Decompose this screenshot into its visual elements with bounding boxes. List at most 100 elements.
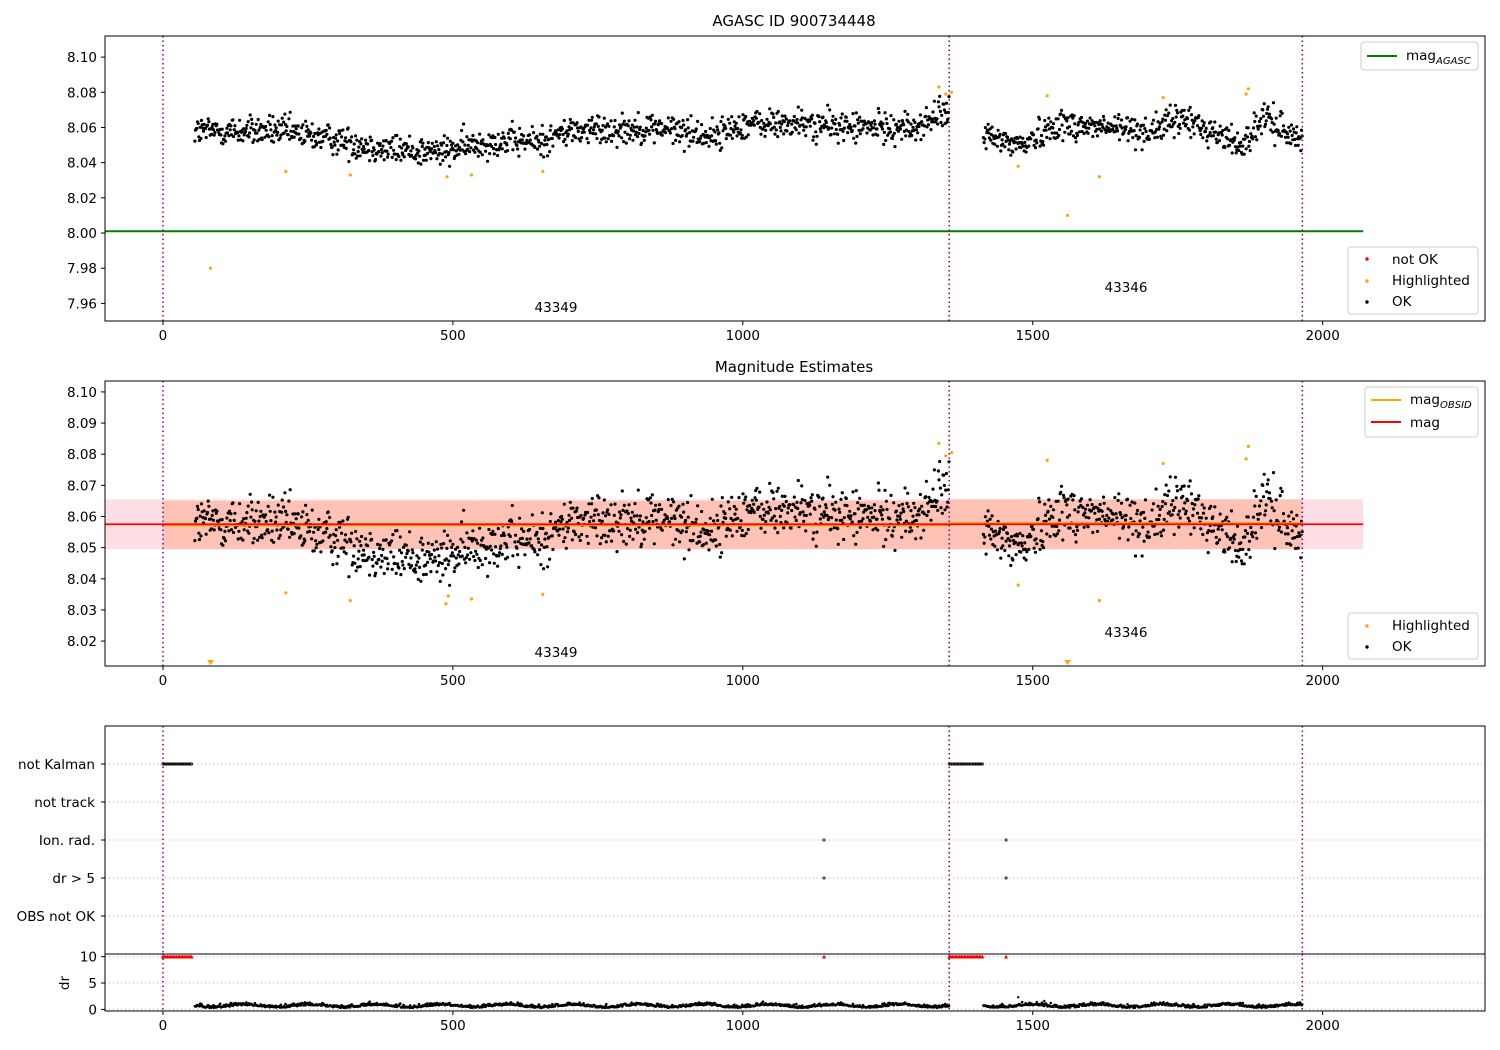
flag-point — [950, 762, 954, 766]
ok-point — [1036, 517, 1040, 521]
ok-point — [812, 531, 816, 535]
ok-point — [1154, 110, 1158, 114]
ok-point — [508, 534, 512, 539]
ok-point — [562, 118, 566, 123]
ok-point — [1259, 132, 1264, 136]
ok-point — [446, 533, 450, 538]
ok-point — [1062, 496, 1066, 500]
ok-point — [1097, 127, 1102, 131]
ok-point — [817, 495, 821, 499]
ok-point — [877, 111, 881, 115]
ok-point — [650, 125, 654, 129]
ok-point — [621, 122, 625, 126]
ok-point — [649, 118, 653, 122]
x-tick-label-2000: 2000 — [1305, 328, 1339, 344]
ok-point — [269, 519, 273, 523]
ok-point — [1213, 505, 1217, 509]
ok-point — [660, 507, 664, 511]
ok-point — [346, 126, 350, 130]
agasc-obsid-label-2: 43346 — [1105, 280, 1148, 296]
ok-point — [1193, 119, 1197, 123]
ok-point — [590, 496, 594, 501]
ok-point — [296, 512, 300, 516]
ok-point — [1022, 556, 1026, 560]
ok-point — [1096, 506, 1100, 511]
ok-point — [1172, 532, 1176, 537]
flag-point — [970, 762, 974, 766]
ok-point — [498, 551, 502, 555]
ok-point — [198, 125, 202, 129]
flag-row-label-obs-not-ok: OBS not OK — [17, 909, 97, 925]
ok-point — [546, 565, 550, 569]
ok-point — [437, 148, 441, 152]
ok-point — [882, 544, 886, 549]
dr-point — [744, 1003, 747, 1007]
ok-point — [1079, 503, 1083, 508]
ok-point — [615, 145, 619, 149]
ok-point — [942, 473, 946, 477]
ok-point — [554, 520, 558, 524]
ok-point — [1057, 127, 1062, 132]
ok-point — [460, 520, 464, 524]
dr-point — [1040, 1001, 1044, 1004]
ok-point — [287, 117, 291, 121]
ok-point — [1167, 111, 1171, 115]
ok-point — [945, 120, 949, 124]
ok-point — [324, 530, 328, 534]
ok-point — [764, 520, 768, 524]
ok-point — [547, 535, 551, 539]
ok-point — [471, 529, 475, 533]
dr-point — [923, 1003, 926, 1006]
ok-point — [1143, 498, 1148, 502]
magnitude-overlay-layer — [105, 381, 1364, 666]
ok-point — [750, 116, 754, 120]
ok-point — [330, 145, 334, 149]
ok-point — [416, 161, 420, 165]
ok-point — [877, 488, 881, 492]
ok-point — [1251, 535, 1255, 539]
ok-point — [310, 537, 314, 541]
ok-point — [1076, 123, 1080, 127]
ok-point — [1109, 509, 1113, 513]
dr-point — [733, 1003, 736, 1007]
ok-point — [1178, 516, 1182, 520]
ok-point — [643, 134, 647, 138]
ok-point — [437, 554, 441, 558]
ok-point — [1269, 117, 1274, 121]
ok-point — [590, 502, 594, 506]
ok-point — [654, 518, 658, 522]
ok-point — [251, 541, 255, 545]
ok-point — [850, 520, 854, 524]
ok-point — [326, 510, 330, 514]
ok-point — [282, 131, 286, 135]
ok-point — [391, 136, 395, 140]
ok-point — [254, 509, 258, 513]
ok-point — [920, 504, 924, 508]
ok-point — [250, 500, 254, 504]
ok-point — [374, 571, 378, 575]
ok-point — [641, 520, 645, 524]
ok-point — [245, 510, 249, 515]
ok-point — [831, 114, 835, 118]
ok-point — [559, 520, 563, 524]
ok-point — [750, 498, 754, 502]
ok-point — [407, 562, 411, 567]
ok-point — [772, 115, 776, 120]
ok-point — [652, 542, 656, 546]
ok-point — [1046, 509, 1050, 513]
ok-point — [517, 154, 521, 158]
ok-point — [601, 511, 605, 515]
ok-point — [460, 554, 464, 558]
ok-point — [356, 149, 360, 154]
ok-point — [1299, 556, 1303, 560]
ok-point — [613, 118, 617, 123]
ok-point — [560, 127, 564, 131]
ok-point — [826, 103, 830, 107]
ok-point — [1111, 127, 1115, 131]
ok-point — [1102, 501, 1106, 505]
ok-point — [616, 129, 620, 133]
highlighted-point — [469, 173, 474, 177]
ok-point — [266, 120, 270, 124]
ok-point — [626, 527, 630, 531]
magnitude-plot-frame — [104, 380, 1486, 667]
